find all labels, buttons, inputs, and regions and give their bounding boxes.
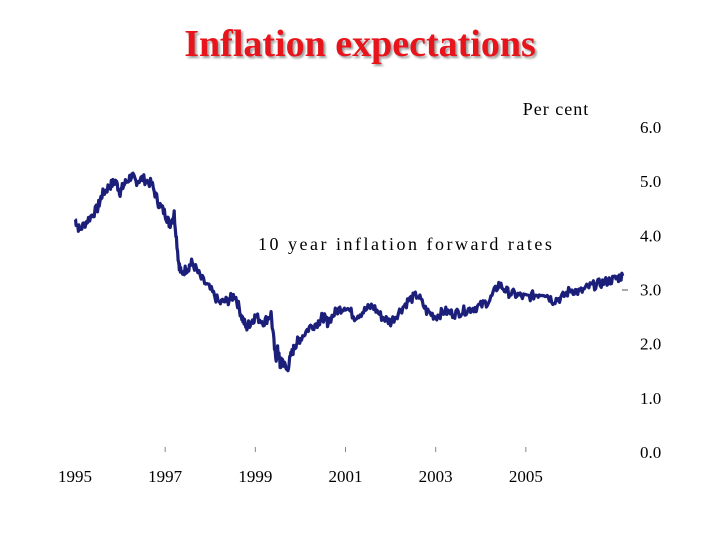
series-line (73, 171, 625, 373)
x-tick-label-0: 1995 (58, 467, 92, 486)
x-axis-labels: 1995 1997 1999 2001 2003 2005 (58, 467, 543, 486)
y-axis-labels: 0.0 1.0 2.0 3.0 4.0 5.0 6.0 (640, 118, 661, 462)
x-tick-label-5: 2005 (509, 467, 543, 486)
x-axis-ticks (164, 447, 527, 452)
x-tick-label-3: 2001 (328, 467, 362, 486)
y-tick-label-5: 5.0 (640, 172, 661, 191)
x-tick-label-2: 1999 (238, 467, 272, 486)
y-tick-label-3: 3.0 (640, 281, 661, 300)
x-tick-label-1: 1997 (148, 467, 183, 486)
slide-title: Inflation expectations (184, 23, 536, 65)
y-axis-title: Per cent (523, 99, 589, 119)
y-tick-label-1: 1.0 (640, 389, 661, 408)
y-tick-label-4: 4.0 (640, 226, 661, 245)
x-tick-label-4: 2003 (419, 467, 453, 486)
series-annotation: 10 year inflation forward rates (258, 234, 554, 254)
y-tick-label-6: 6.0 (640, 118, 661, 137)
y-tick-label-2: 2.0 (640, 335, 661, 354)
y-tick-label-0: 0.0 (640, 443, 661, 462)
